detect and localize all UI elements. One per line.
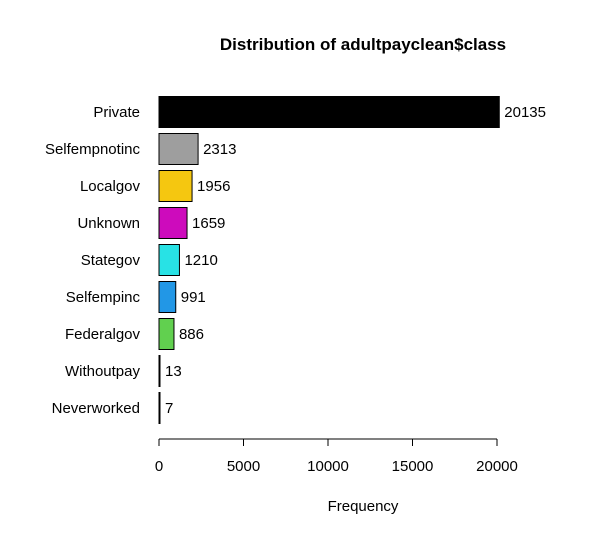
value-label-selfempnotinc: 2313 <box>203 141 236 158</box>
x-axis: 0 5000 10000 15000 20000 <box>155 438 518 475</box>
value-label-neverworked: 7 <box>165 400 173 417</box>
bar-stategov <box>158 244 180 276</box>
category-label-localgov: Localgov <box>80 178 141 195</box>
x-tick-label: 20000 <box>476 458 518 475</box>
bar-selfempnotinc <box>158 133 199 165</box>
value-labels: 20135 2313 1956 1659 1210 991 886 13 7 <box>165 104 546 417</box>
chart-title: Distribution of adultpayclean$class <box>220 35 506 54</box>
bar-localgov <box>158 170 193 202</box>
category-label-selfempinc: Selfempinc <box>66 289 141 306</box>
category-label-unknown: Unknown <box>77 215 140 232</box>
value-label-selfempinc: 991 <box>181 289 206 306</box>
bar-withoutpay <box>158 355 161 387</box>
category-label-stategov: Stategov <box>81 252 141 269</box>
category-label-private: Private <box>93 104 140 121</box>
value-label-withoutpay: 13 <box>165 363 182 380</box>
bar-unknown <box>158 207 188 239</box>
bar-neverworked <box>158 392 161 424</box>
x-tick-label: 0 <box>155 458 163 475</box>
x-tick-label: 10000 <box>307 458 349 475</box>
category-labels: Private Selfempnotinc Localgov Unknown State… <box>45 104 141 417</box>
bar-private <box>158 96 500 128</box>
category-label-federalgov: Federalgov <box>65 326 141 343</box>
x-axis-label: Frequency <box>328 498 399 515</box>
x-tick-label: 15000 <box>392 458 434 475</box>
value-label-stategov: 1210 <box>184 252 217 269</box>
category-label-selfempnotinc: Selfempnotinc <box>45 141 141 158</box>
value-label-federalgov: 886 <box>179 326 204 343</box>
value-label-unknown: 1659 <box>192 215 225 232</box>
category-label-withoutpay: Withoutpay <box>65 363 141 380</box>
category-label-neverworked: Neverworked <box>52 400 140 417</box>
bar-selfempinc <box>158 281 177 313</box>
x-tick-label: 5000 <box>227 458 260 475</box>
bar-federalgov <box>158 318 175 350</box>
value-label-localgov: 1956 <box>197 178 230 195</box>
value-label-private: 20135 <box>504 104 546 121</box>
bars-group <box>158 96 500 424</box>
